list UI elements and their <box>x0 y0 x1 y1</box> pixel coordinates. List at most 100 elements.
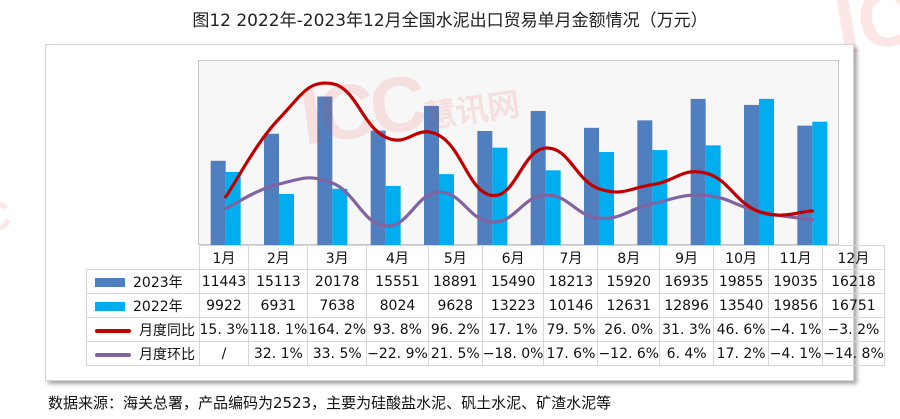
table-cell: 10146 <box>543 293 599 318</box>
table-cell: 15490 <box>481 269 545 294</box>
table-cell: 15551 <box>366 269 429 294</box>
table-row: 2022年 9922 6931 7638 8024 9628 13223 10146 12631… <box>86 293 885 318</box>
bar-2023 <box>317 96 333 245</box>
bar-2023 <box>530 110 546 245</box>
table-cell: 15920 <box>597 269 661 294</box>
table-corner <box>87 246 200 270</box>
table-cell: 7638 <box>307 293 368 318</box>
table-cell: 19035 <box>768 269 824 294</box>
table-cell: 9628 <box>427 293 483 318</box>
table-cell: 96. 2% <box>427 317 483 342</box>
legend-bar-swatch-icon <box>95 278 125 287</box>
legend-entry: 月度环比 <box>86 341 200 366</box>
bar-2023 <box>370 130 386 245</box>
legend-label: 月度同比 <box>139 322 195 339</box>
table-cell: 17. 1% <box>481 317 545 342</box>
bar-2022 <box>759 98 774 246</box>
legend-line-swatch-icon <box>95 328 131 333</box>
chart-title: 图12 2022年-2023年12月全国水泥出口贸易单月金额情况（万元） <box>192 11 708 31</box>
bar-2022 <box>545 170 561 245</box>
column-header: 11月 <box>768 245 824 270</box>
bar-2022 <box>599 152 614 245</box>
table-cell: 8024 <box>366 293 429 318</box>
legend-entry: 2023年 <box>86 269 200 294</box>
table-cell: 46. 6% <box>713 317 770 342</box>
table-cell: 15113 <box>248 269 309 294</box>
table-cell: 93. 8% <box>366 317 429 342</box>
table-cell: 17. 2% <box>713 341 770 366</box>
bar-2022 <box>439 174 454 245</box>
table-cell: 18891 <box>427 269 483 294</box>
table-cell: 17. 6% <box>543 341 599 366</box>
table-cell: / <box>198 341 250 366</box>
table-cell: 9922 <box>198 293 250 318</box>
table-cell: 164. 2% <box>307 317 368 342</box>
table-cell: −22. 9% <box>366 341 429 366</box>
column-header: 7月 <box>543 245 599 270</box>
bar-2022 <box>812 121 828 245</box>
bar-2023 <box>744 104 759 245</box>
table-row: 2023年 11443 15113 20178 15551 18891 15490 18213… <box>86 269 885 294</box>
table-cell: 18213 <box>543 269 599 294</box>
table-cell: 19856 <box>768 293 824 318</box>
data-table: 1月 2月 3月 4月 5月 6月 7月 8月 9月 10月 11月 12月 2023年 11443 15… <box>86 245 885 366</box>
table-cell: 20178 <box>307 269 368 294</box>
bar-2022 <box>279 193 294 245</box>
legend-label: 月度环比 <box>139 346 195 363</box>
legend-entry: 月度同比 <box>86 317 200 342</box>
table-row: 月度同比 15. 3% 118. 1% 164. 2% 93. 8% 96. 2% 17. … <box>86 317 885 342</box>
table-row: 月度环比/32. 1% 33. 5% −22. 9% 21. 5% −18. 0% 17.… <box>86 341 885 366</box>
table-cell: 16935 <box>659 269 715 294</box>
bar-2023 <box>477 130 493 245</box>
table-cell: −4. 1% <box>768 317 824 342</box>
table-cell: 6931 <box>248 293 309 318</box>
bar-2023 <box>210 160 226 245</box>
table-cell: −4. 1% <box>768 341 824 366</box>
bar-2022 <box>652 150 668 245</box>
bar-2022 <box>385 185 401 245</box>
bar-2023 <box>424 105 439 245</box>
column-header: 1月 <box>198 245 250 270</box>
column-header: 5月 <box>427 245 483 270</box>
table-cell: 32. 1% <box>248 341 309 366</box>
column-header: 3月 <box>307 245 368 270</box>
table-cell: 11443 <box>198 269 250 294</box>
column-header: 8月 <box>597 245 661 270</box>
bar-2023 <box>264 133 279 245</box>
table-cell: −12. 6% <box>597 341 661 366</box>
table-header-row: 1月 2月 3月 4月 5月 6月 7月 8月 9月 10月 11月 12月 <box>87 245 885 270</box>
table-cell: −18. 0% <box>481 341 545 366</box>
table-cell: 26. 0% <box>597 317 661 342</box>
column-header: 2月 <box>248 245 309 270</box>
column-header: 4月 <box>366 245 429 270</box>
column-header: 10月 <box>713 245 770 270</box>
mom-line <box>224 176 814 228</box>
legend-label: 2023年 <box>133 274 183 291</box>
bar-2022 <box>332 188 348 245</box>
legend-bar-swatch-icon <box>95 302 125 311</box>
legend-line-swatch-icon <box>95 352 131 357</box>
legend-entry: 2022年 <box>86 293 200 318</box>
column-header: 9月 <box>659 245 715 270</box>
table-cell: 79. 5% <box>543 317 599 342</box>
bar-2023 <box>797 125 813 245</box>
table-cell: 13540 <box>713 293 770 318</box>
source-footnote: 数据来源：海关总署，产品编码为2523，主要为硅酸盐水泥、矾土水泥、矿渣水泥等 <box>48 394 612 412</box>
legend-label: 2022年 <box>133 298 183 315</box>
table-cell: −14. 8% <box>822 341 885 366</box>
table-cell: 19855 <box>713 269 770 294</box>
bar-2023 <box>637 120 653 245</box>
table-cell: −3. 2% <box>822 317 885 342</box>
table-cell: 15. 3% <box>198 317 250 342</box>
table-cell: 31. 3% <box>659 317 715 342</box>
column-header: 12月 <box>822 245 885 270</box>
table-cell: 6. 4% <box>659 341 715 366</box>
table-cell: 12631 <box>597 293 661 318</box>
column-header: 6月 <box>481 245 545 270</box>
table-cell: 21. 5% <box>427 341 483 366</box>
table-cell: 118. 1% <box>248 317 309 342</box>
table-cell: 16751 <box>822 293 885 318</box>
table-cell: 13223 <box>481 293 545 318</box>
table-cell: 16218 <box>822 269 885 294</box>
